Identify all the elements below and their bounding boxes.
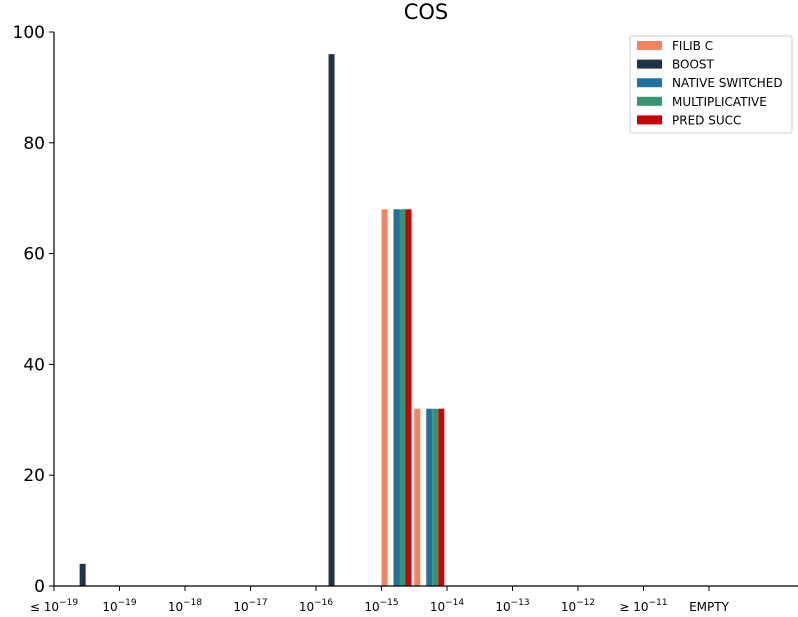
y-tick-label: 100 [13, 23, 45, 43]
y-tick-label: 80 [23, 134, 45, 154]
legend-label: PRED SUCC [672, 113, 741, 127]
x-tick-label: 10−15 [364, 598, 398, 614]
legend-label: FILIB C [672, 39, 713, 53]
y-tick-label: 40 [23, 355, 45, 375]
bar-multiplicative-1 [432, 408, 439, 586]
legend-label: NATIVE SWITCHED [672, 76, 783, 90]
x-ticks: ≤ 10−19 10−19 10−18 10−17 10−16 10−15 10−14 10−… [30, 586, 730, 614]
legend-swatch [637, 115, 662, 125]
y-tick-label: 60 [23, 245, 45, 265]
legend-swatch [637, 41, 662, 50]
x-tick-label: 10−12 [561, 598, 595, 614]
x-tick-label: EMPTY [689, 600, 730, 614]
bar-native-switched-0 [393, 209, 400, 586]
legend-swatch [637, 96, 662, 106]
chart-title: COS [404, 0, 449, 24]
bar-multiplicative-0 [399, 209, 406, 586]
bar-native-switched-1 [426, 408, 433, 586]
y-ticks: 0 20 40 60 80 100 [13, 23, 54, 597]
legend-swatch [637, 59, 662, 69]
legend: FILIB C BOOST NATIVE SWITCHED MULTIPLICATIV… [629, 35, 793, 134]
legend-frame [629, 35, 793, 134]
bar-filib-c-1 [414, 408, 421, 586]
bar-boost-1 [328, 54, 335, 587]
x-tick-label: 10−13 [495, 598, 529, 614]
x-tick-label: ≥ 10−11 [619, 598, 667, 614]
y-tick-label: 0 [34, 577, 45, 597]
x-tick-label: 10−17 [233, 598, 267, 614]
legend-label: BOOST [672, 58, 715, 72]
bar-pred-succ-1 [438, 408, 445, 586]
legend-label: MULTIPLICATIVE [672, 95, 767, 109]
x-tick-label: 10−19 [102, 598, 137, 614]
x-tick-label: 10−14 [430, 598, 465, 614]
bar-pred-succ-0 [405, 209, 412, 586]
bar-boost-0 [79, 563, 86, 586]
bars-group [79, 54, 445, 587]
y-tick-label: 20 [23, 466, 45, 486]
legend-swatch [637, 78, 662, 88]
x-tick-label: 10−16 [299, 598, 334, 614]
x-tick-label: 10−18 [168, 598, 203, 614]
bar-filib-c-0 [381, 209, 388, 586]
x-tick-label: ≤ 10−19 [30, 598, 78, 614]
